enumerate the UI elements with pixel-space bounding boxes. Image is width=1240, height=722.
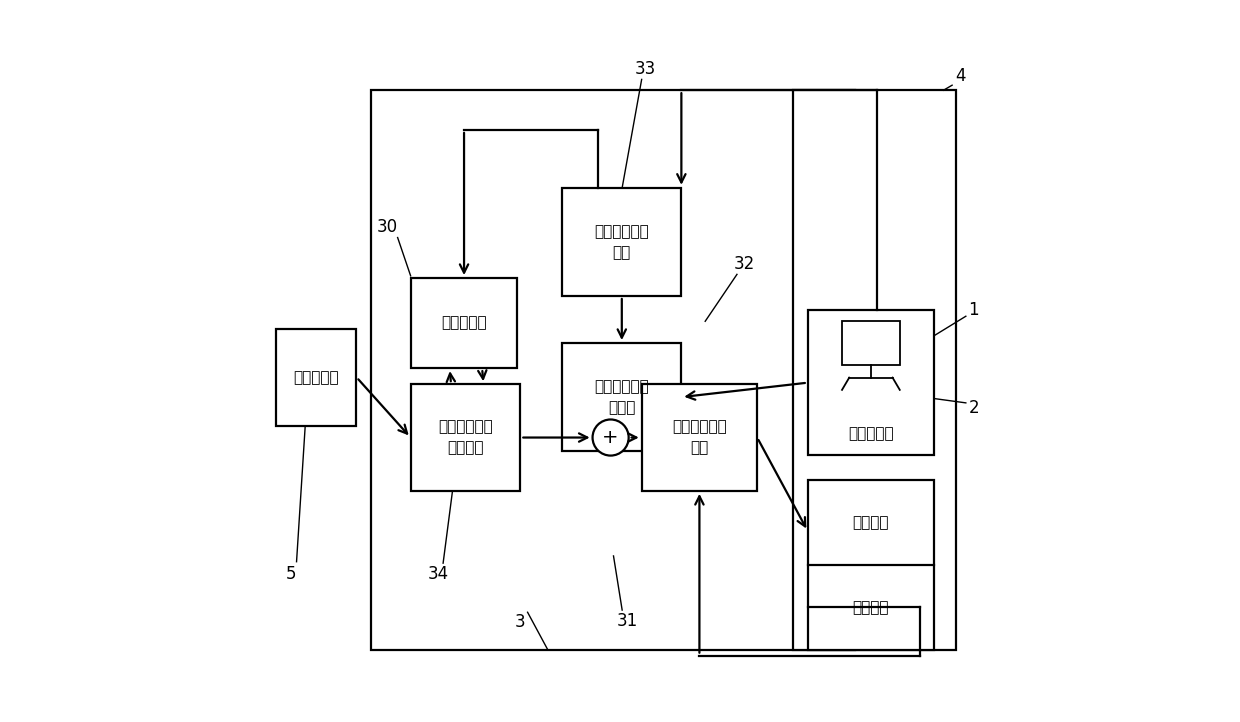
Circle shape xyxy=(593,419,629,456)
Text: 3: 3 xyxy=(515,614,526,631)
Text: 补偿数据表: 补偿数据表 xyxy=(441,316,487,331)
Text: 上位控制器: 上位控制器 xyxy=(293,370,339,385)
Text: 直线电机: 直线电机 xyxy=(853,515,889,530)
Text: 补偿数据实时
计算模块: 补偿数据实时 计算模块 xyxy=(438,419,492,456)
Text: +: + xyxy=(603,428,619,447)
Text: 34: 34 xyxy=(428,565,449,583)
FancyBboxPatch shape xyxy=(842,321,900,365)
Text: 1: 1 xyxy=(968,302,980,319)
FancyBboxPatch shape xyxy=(562,188,681,296)
FancyBboxPatch shape xyxy=(807,310,934,455)
Text: 激光干涉仪: 激光干涉仪 xyxy=(848,426,894,440)
Text: 直线光栅: 直线光栅 xyxy=(853,600,889,615)
FancyBboxPatch shape xyxy=(562,343,681,451)
Text: 30: 30 xyxy=(377,219,398,236)
Text: 5: 5 xyxy=(285,565,296,583)
Text: 补偿数据采集
模块: 补偿数据采集 模块 xyxy=(594,224,650,260)
Text: 33: 33 xyxy=(635,60,656,77)
Text: 31: 31 xyxy=(616,612,637,630)
FancyBboxPatch shape xyxy=(275,329,356,426)
Text: 2: 2 xyxy=(968,399,980,417)
FancyBboxPatch shape xyxy=(371,90,854,650)
FancyBboxPatch shape xyxy=(794,90,956,650)
FancyBboxPatch shape xyxy=(807,480,934,650)
FancyBboxPatch shape xyxy=(410,384,521,491)
Text: 直线电机驱动
模块: 直线电机驱动 模块 xyxy=(672,419,727,456)
Text: 32: 32 xyxy=(734,255,755,272)
FancyBboxPatch shape xyxy=(410,278,517,368)
Text: 激光干涉仪通
讯接口: 激光干涉仪通 讯接口 xyxy=(594,379,650,415)
Text: 4: 4 xyxy=(956,67,966,84)
FancyBboxPatch shape xyxy=(641,384,758,491)
